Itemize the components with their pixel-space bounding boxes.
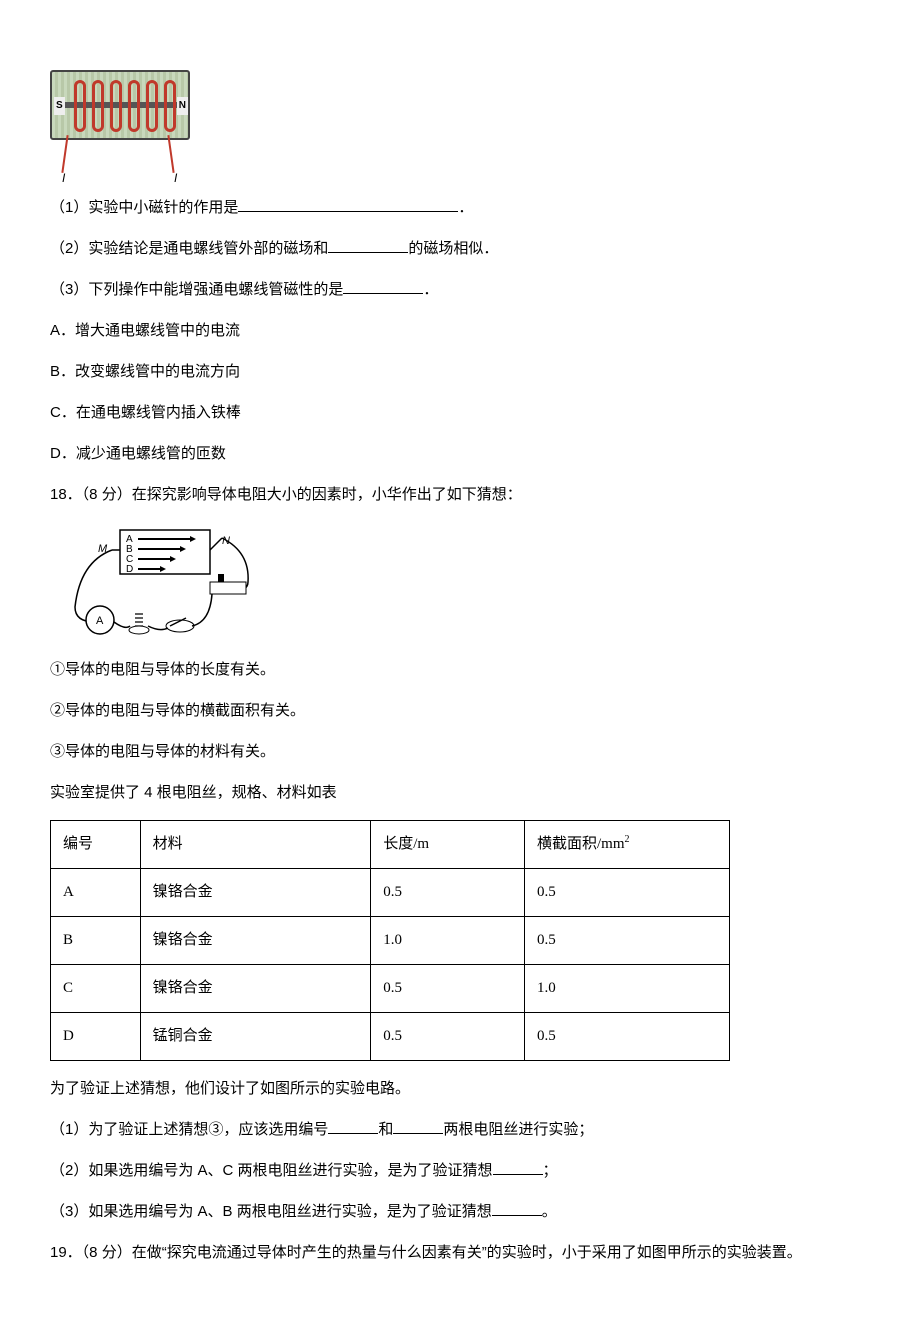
pole-label-s: S — [54, 97, 65, 115]
q18-after: 为了验证上述猜想，他们设计了如图所示的实验电路。 — [50, 1075, 870, 1102]
q18-g3: ③导体的电阻与导体的材料有关。 — [50, 738, 870, 765]
table-row: C镍铬合金0.51.0 — [51, 965, 730, 1013]
q18-p1-mid: 和 — [378, 1121, 393, 1138]
wire-label-d: D — [126, 564, 133, 575]
q18-p1-a: （1）为了验证上述猜想③，应该选用编号 — [50, 1121, 328, 1138]
q17-optD: D．减少通电螺线管的匝数 — [50, 440, 870, 467]
table-cell: C — [51, 965, 141, 1013]
blank — [328, 252, 408, 253]
q17-p1: （1）实验中小磁针的作用是 ． — [50, 194, 870, 221]
blank — [393, 1133, 443, 1134]
current-label-left: I — [62, 168, 65, 190]
q18-p2-b: ； — [543, 1162, 558, 1179]
coil-loop — [128, 80, 140, 132]
blank — [492, 1215, 542, 1216]
coil-loop — [164, 80, 176, 132]
blank — [343, 293, 423, 294]
table-cell: 1.0 — [525, 965, 730, 1013]
q18-p3-a: （3）如果选用编号为 A、B 两根电阻丝进行实验，是为了验证猜想 — [50, 1203, 492, 1220]
q17-p3-b: ． — [423, 281, 438, 298]
svg-text:A: A — [96, 615, 104, 627]
q19-stem: 19．（8 分）在做“探究电流通过导体时产生的热量与什么因素有关”的实验时，小于… — [50, 1239, 870, 1266]
q17-p3: （3）下列操作中能增强通电螺线管磁性的是 ． — [50, 276, 870, 303]
table-header: 材料 — [140, 821, 371, 869]
solenoid-figure: S N I I — [50, 70, 210, 180]
blank — [493, 1174, 543, 1175]
pole-label-n: N — [177, 97, 188, 115]
table-cell: 镍铬合金 — [140, 869, 371, 917]
q17-optB: B．改变螺线管中的电流方向 — [50, 358, 870, 385]
table-header: 横截面积/mm2 — [525, 821, 730, 869]
table-header: 长度/m — [371, 821, 525, 869]
table-row: B镍铬合金1.00.5 — [51, 917, 730, 965]
q18-lab-line: 实验室提供了 4 根电阻丝，规格、材料如表 — [50, 779, 870, 806]
q18-g2: ②导体的电阻与导体的横截面积有关。 — [50, 697, 870, 724]
q17-p2: （2）实验结论是通电螺线管外部的磁场和 的磁场相似． — [50, 235, 870, 262]
table-cell: 0.5 — [371, 965, 525, 1013]
table-cell: 0.5 — [525, 917, 730, 965]
table-header: 编号 — [51, 821, 141, 869]
q18-p3: （3）如果选用编号为 A、B 两根电阻丝进行实验，是为了验证猜想 。 — [50, 1198, 870, 1225]
q17-p1-a: （1）实验中小磁针的作用是 — [50, 199, 238, 216]
coil-loop — [146, 80, 158, 132]
table-cell: 0.5 — [525, 869, 730, 917]
coil-loop — [110, 80, 122, 132]
table-cell: 0.5 — [371, 1013, 525, 1061]
resistor-table: 编号材料长度/m横截面积/mm2 A镍铬合金0.50.5B镍铬合金1.00.5C… — [50, 820, 730, 1061]
q17-p2-b: 的磁场相似． — [408, 240, 498, 257]
table-cell: B — [51, 917, 141, 965]
blank — [238, 211, 458, 212]
q17-p1-b: ． — [458, 199, 473, 216]
q18-p2-a: （2）如果选用编号为 A、C 两根电阻丝进行实验，是为了验证猜想 — [50, 1162, 493, 1179]
q17-p2-a: （2）实验结论是通电螺线管外部的磁场和 — [50, 240, 328, 257]
circuit-figure: A B C D M N A — [50, 522, 260, 642]
q17-p3-a: （3）下列操作中能增强通电螺线管磁性的是 — [50, 281, 343, 298]
table-cell: 1.0 — [371, 917, 525, 965]
table-cell: D — [51, 1013, 141, 1061]
table-cell: 0.5 — [525, 1013, 730, 1061]
q18-stem: 18．（8 分）在探究影响导体电阻大小的因素时，小华作出了如下猜想： — [50, 481, 870, 508]
q18-p2: （2）如果选用编号为 A、C 两根电阻丝进行实验，是为了验证猜想 ； — [50, 1157, 870, 1184]
table-cell: A — [51, 869, 141, 917]
blank — [328, 1133, 378, 1134]
table-cell: 锰铜合金 — [140, 1013, 371, 1061]
q18-p1: （1）为了验证上述猜想③，应该选用编号 和 两根电阻丝进行实验； — [50, 1116, 870, 1143]
table-cell: 0.5 — [371, 869, 525, 917]
coil-loop — [92, 80, 104, 132]
q17-optC: C．在通电螺线管内插入铁棒 — [50, 399, 870, 426]
table-row: D锰铜合金0.50.5 — [51, 1013, 730, 1061]
coil-loop — [74, 80, 86, 132]
q18-p1-b: 两根电阻丝进行实验； — [443, 1121, 593, 1138]
q18-g1: ①导体的电阻与导体的长度有关。 — [50, 656, 870, 683]
table-row: A镍铬合金0.50.5 — [51, 869, 730, 917]
current-label-right: I — [174, 168, 177, 190]
table-cell: 镍铬合金 — [140, 917, 371, 965]
q18-p3-b: 。 — [542, 1203, 557, 1220]
q17-optA: A．增大通电螺线管中的电流 — [50, 317, 870, 344]
table-cell: 镍铬合金 — [140, 965, 371, 1013]
